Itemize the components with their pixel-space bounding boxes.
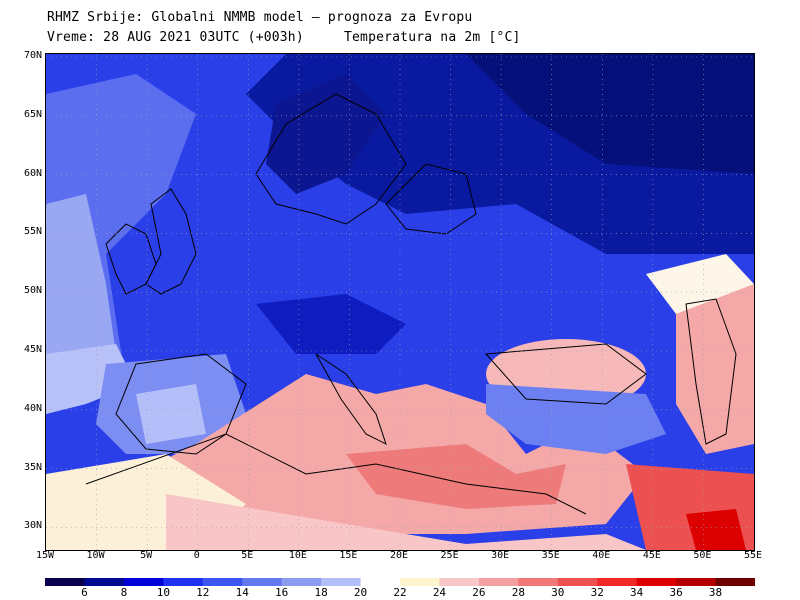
colorbar-label: 28 (511, 586, 525, 599)
lon-label: 10W (86, 550, 105, 561)
biscay-pale-zone (46, 344, 136, 414)
temperature-map (45, 53, 755, 551)
northeast-coldest-zone (466, 54, 754, 174)
map-title: RHMZ Srbije: Globalni NMMB model — progn… (47, 10, 473, 25)
colorbar (45, 578, 755, 586)
lat-label: 70N (23, 50, 42, 61)
colorbar-segment (360, 578, 401, 586)
colorbar-label: 32 (590, 586, 604, 599)
lon-label: 10E (288, 550, 307, 561)
lon-label: 55E (743, 550, 763, 561)
colorbar-segment (123, 578, 164, 586)
lon-label: 5E (241, 550, 254, 561)
lat-label: 40N (23, 402, 42, 414)
colorbar-segment (45, 578, 85, 586)
colorbar-segment (518, 578, 559, 586)
colorbar-label: 6 (81, 586, 88, 599)
colorbar-label: 30 (551, 586, 565, 599)
colorbar-segment (597, 578, 638, 586)
lat-label: 60N (23, 167, 42, 179)
colorbar-segment (242, 578, 283, 586)
grid-lines (46, 54, 754, 550)
persian-gulf-hot-zone (686, 509, 746, 550)
sahara-mixed-zone (166, 494, 646, 550)
lat-label: 55N (23, 226, 42, 238)
anatolia-cold-zone (486, 384, 666, 454)
map-subtitle: Vreme: 28 AUG 2021 03UTC (+003h) Tempera… (47, 30, 521, 45)
lon-label: 45E (642, 550, 661, 561)
lon-label: 35E (541, 550, 560, 561)
colorbar-label: 36 (669, 586, 683, 599)
colorbar-label: 10 (156, 586, 170, 599)
colorbar-label: 34 (630, 586, 644, 599)
colorbar-label: 14 (235, 586, 249, 599)
colorbar-segment (321, 578, 362, 586)
colorbar-segment (400, 578, 440, 586)
lat-label: 50N (23, 285, 42, 297)
alps-cold-zone (256, 294, 406, 354)
caucasus-pale-zone (646, 254, 754, 314)
iberia-pale-zone (136, 384, 206, 444)
coastlines (85, 93, 737, 515)
mediterranean-hot-zone (346, 444, 566, 509)
lon-label: 25E (440, 550, 459, 561)
colorbar-segment (163, 578, 204, 586)
colorbar-segment (439, 578, 480, 586)
colorbar-segment (715, 578, 755, 586)
colorbar-label: 18 (314, 586, 328, 599)
lon-label: 30E (491, 550, 510, 561)
lon-label: 15W (35, 550, 55, 561)
lat-label: 35N (23, 461, 42, 473)
colorbar-segment (636, 578, 677, 586)
map-svg (46, 54, 754, 550)
colorbar-segment (84, 578, 125, 586)
caspian-warm-zone (676, 284, 754, 454)
lon-label: 15E (339, 550, 358, 561)
colorbar-label: 16 (275, 586, 289, 599)
colorbar-segment (557, 578, 598, 586)
lat-label: 45N (23, 344, 42, 355)
colorbar-label: 20 (353, 586, 368, 599)
lat-label: 30N (23, 520, 42, 532)
colorbar-segment (202, 578, 243, 586)
colorbar-label: 38 (708, 586, 723, 599)
colorbar-segment (676, 578, 717, 586)
colorbar-label: 8 (120, 586, 128, 599)
lat-label: 65N (23, 108, 42, 120)
lon-label: 20E (389, 550, 409, 561)
lon-label: 0 (193, 550, 200, 561)
colorbar-label: 22 (393, 586, 407, 599)
colorbar-segment (281, 578, 322, 586)
lon-label: 40E (592, 550, 611, 561)
lon-label: 50E (693, 550, 712, 561)
lon-label: 5W (140, 550, 153, 561)
atlantic-pale-zone (46, 194, 116, 374)
colorbar-segment (478, 578, 519, 586)
colorbar-label: 12 (196, 586, 210, 599)
colorbar-label: 26 (472, 586, 486, 599)
colorbar-label: 24 (432, 586, 447, 599)
